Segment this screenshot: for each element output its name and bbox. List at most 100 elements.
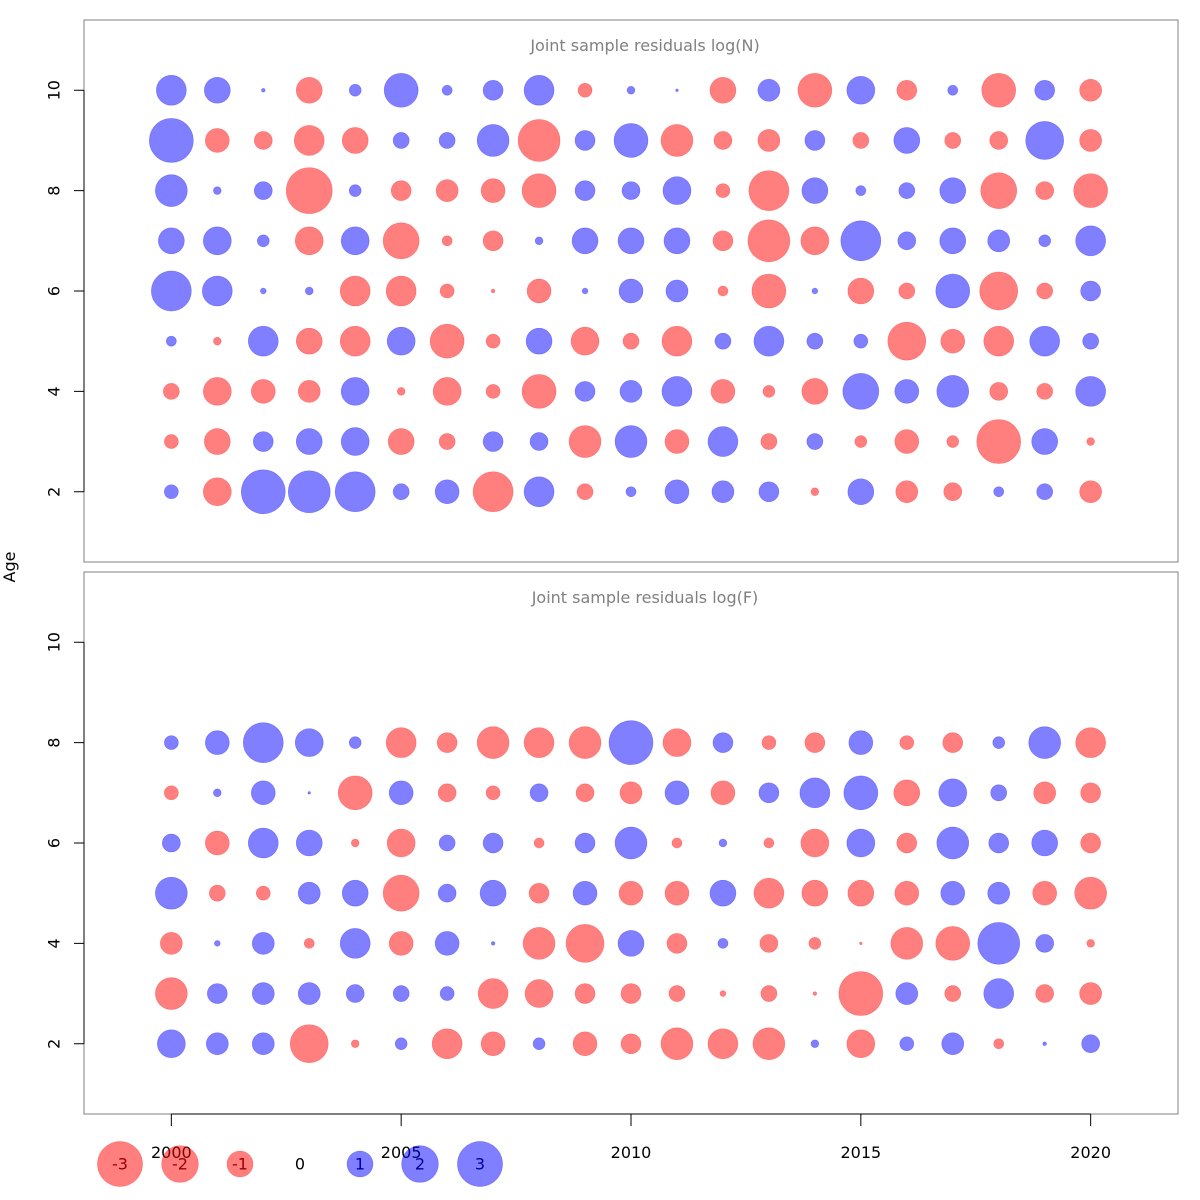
bubble-negative [847, 277, 875, 305]
bubble-negative [203, 477, 232, 507]
bubble-negative [521, 173, 557, 208]
legend: -3 -2 -1 0 1 2 3 [97, 1141, 503, 1187]
bubble-negative [568, 726, 602, 759]
bubble-positive [149, 118, 194, 163]
bubble-negative [565, 924, 605, 963]
y-tick-label: 4 [45, 938, 64, 948]
bubble-positive [438, 132, 456, 149]
bubble-positive [608, 720, 654, 765]
bubble-negative [295, 327, 323, 355]
bubble-negative [748, 170, 790, 211]
bubble-positive [529, 783, 549, 803]
bubble-positive [758, 481, 780, 503]
bubble-negative [203, 377, 232, 406]
bubble-positive [297, 982, 321, 1005]
bubble-negative [1080, 782, 1101, 804]
bubble-negative [517, 119, 561, 162]
bubble-positive [855, 185, 867, 196]
bubble-negative [431, 1028, 463, 1060]
bubble-negative [660, 124, 694, 157]
bubble-negative [574, 983, 596, 1004]
bubble-positive [940, 880, 966, 906]
bubble-negative [707, 1028, 739, 1060]
bubble-negative [801, 378, 829, 405]
bubble-positive [711, 480, 735, 504]
bubble-positive [717, 938, 729, 949]
bubble-negative [435, 179, 459, 202]
bubble-negative [526, 278, 552, 304]
x-tick-label: 2010 [611, 1143, 652, 1162]
bubble-positive [1042, 1041, 1047, 1046]
bubble-positive [156, 74, 187, 106]
bubble-negative [899, 735, 915, 750]
bubble-negative [944, 985, 962, 1002]
bubble-negative [1086, 437, 1095, 446]
bubble-positive [334, 471, 376, 513]
bubble-negative [946, 435, 960, 448]
bubble-negative [896, 832, 918, 854]
bubble-positive [251, 1032, 275, 1056]
bubble-positive [938, 778, 968, 808]
bubble-positive [1029, 325, 1060, 357]
bubble-positive [806, 332, 824, 350]
bubble-negative [664, 429, 690, 454]
bubble-positive [482, 431, 504, 452]
legend-bubble [401, 1145, 439, 1183]
bubble-positive [574, 180, 596, 201]
bubble-positive [260, 287, 267, 295]
bubble-negative [895, 480, 919, 504]
panel-title: Joint sample residuals log(F) [531, 588, 759, 607]
bubble-negative [294, 226, 324, 256]
bubbles [155, 720, 1107, 1064]
bubble-positive [990, 784, 1008, 802]
bubble-negative [576, 483, 594, 501]
bubble-negative [522, 927, 556, 960]
bubble-positive [166, 335, 177, 347]
bubble-positive [1035, 934, 1055, 953]
legend-bubble [226, 1150, 254, 1178]
bubble-negative [666, 933, 688, 954]
bubble-positive [614, 425, 648, 458]
bubble-negative [205, 830, 230, 856]
bubble-negative [1036, 383, 1054, 400]
bubble-negative [808, 937, 822, 950]
bubble-negative [476, 726, 510, 759]
bubble-negative [337, 775, 373, 811]
bubble-positive [617, 227, 645, 255]
bubble-negative [989, 382, 1009, 401]
bubble-negative [351, 1039, 360, 1048]
bubble-negative [1074, 876, 1107, 910]
y-axis: 2 4 6 8 10 [45, 632, 85, 1049]
bubble-positive [574, 832, 596, 854]
bubble-negative [382, 222, 420, 260]
bubble-negative [751, 273, 787, 309]
y-tick-label: 4 [45, 386, 64, 396]
bubble-negative [577, 82, 593, 98]
bubble-positive [253, 181, 273, 200]
bubble-positive [523, 476, 555, 508]
bubble-negative [763, 837, 775, 849]
bubble-negative [846, 1029, 876, 1059]
bubble-negative [661, 325, 693, 357]
bubble-negative [490, 288, 496, 294]
bubble-negative [295, 76, 323, 104]
bubble-positive [897, 231, 917, 251]
bubble-positive [482, 79, 504, 101]
bubble-negative [1073, 173, 1108, 208]
bubble-negative [437, 783, 457, 803]
bubble-positive [247, 827, 279, 859]
bubble-positive [295, 428, 323, 455]
bubble-positive [383, 72, 419, 108]
bubble-positive [532, 1037, 546, 1050]
bubble-negative [894, 880, 920, 906]
bubble-positive [305, 286, 314, 296]
bubble-positive [941, 1032, 965, 1056]
bubble-positive [936, 375, 970, 408]
bubble-positive [213, 186, 222, 195]
bubble-negative [662, 728, 692, 757]
bubble-positive [388, 780, 414, 806]
bubble-negative [1035, 984, 1055, 1003]
bubble-positive [977, 922, 1021, 965]
bubble-positive [203, 226, 232, 256]
